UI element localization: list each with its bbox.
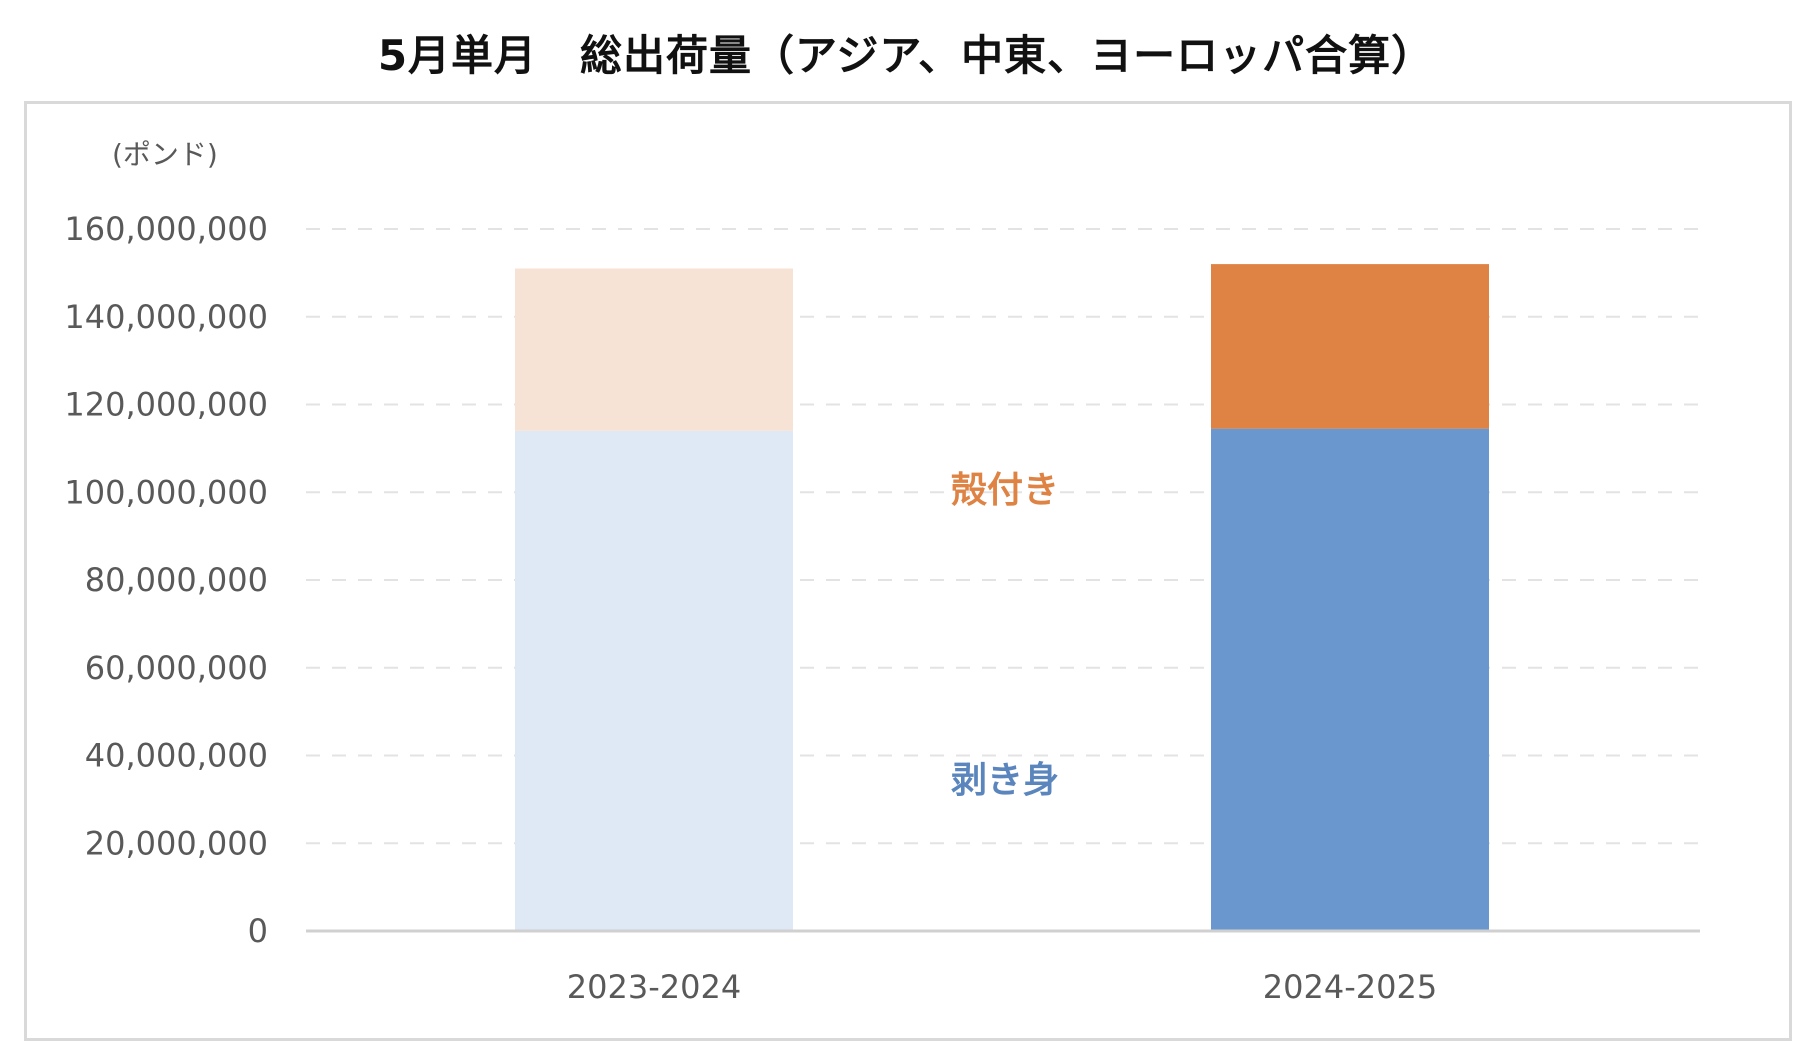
y-tick-label: 160,000,000 <box>64 210 268 248</box>
series-label-shucked: 剥き身 <box>951 760 1059 801</box>
y-tick-labels: 0 20,000,000 40,000,000 60,000,000 80,000,00… <box>64 210 268 950</box>
y-tick-label: 40,000,000 <box>85 737 268 775</box>
y-tick-label: 120,000,000 <box>64 386 268 424</box>
x-tick-label: 2024-2025 <box>1263 968 1437 1006</box>
x-tick-label: 2023-2024 <box>567 968 741 1006</box>
chart-title: 5月単月 総出荷量（アジア、中東、ヨーロッパ合算） <box>377 31 1435 80</box>
chart-frame <box>24 101 1792 1041</box>
bar-2024-2025-series-0 <box>1211 428 1489 931</box>
y-tick-label: 140,000,000 <box>64 298 268 336</box>
bar-2023-2024-series-0 <box>515 430 793 931</box>
series-label-shell-on: 殻付き <box>951 470 1059 511</box>
bar-2024-2025-series-1 <box>1211 264 1489 429</box>
y-tick-label: 100,000,000 <box>64 473 268 511</box>
y-tick-label: 80,000,000 <box>85 561 268 599</box>
y-tick-label: 0 <box>248 912 268 950</box>
y-tick-label: 20,000,000 <box>85 824 268 862</box>
bars <box>515 264 1489 931</box>
y-unit-label: (ポンド) <box>112 138 218 171</box>
y-tick-label: 60,000,000 <box>85 649 268 687</box>
bar-2023-2024-series-1 <box>515 268 793 431</box>
x-tick-labels: 2023-2024 2024-2025 <box>567 968 1437 1006</box>
